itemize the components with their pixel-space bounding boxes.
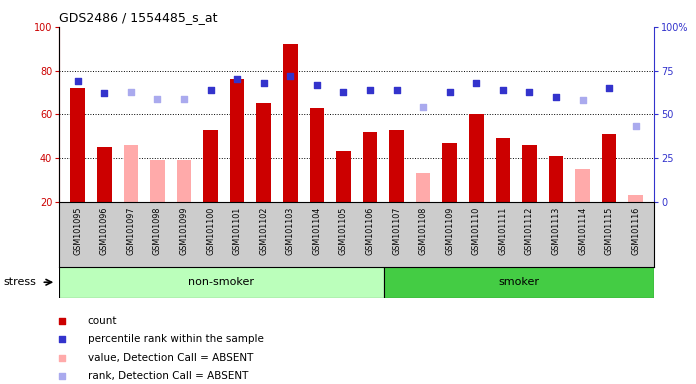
Point: [365, 87, 376, 93]
Text: GSM101100: GSM101100: [206, 207, 215, 255]
Text: percentile rank within the sample: percentile rank within the sample: [88, 334, 263, 344]
Point: [470, 80, 482, 86]
Bar: [575, 169, 590, 202]
Point: [577, 97, 588, 103]
Point: [258, 80, 269, 86]
Point: [551, 94, 562, 100]
Text: stress: stress: [3, 277, 36, 287]
Text: rank, Detection Call = ABSENT: rank, Detection Call = ABSENT: [88, 371, 248, 381]
Point: [285, 73, 296, 79]
Text: GSM101104: GSM101104: [313, 207, 322, 255]
Text: GSM101095: GSM101095: [73, 207, 82, 255]
Text: GSM101103: GSM101103: [286, 207, 295, 255]
Point: [311, 81, 322, 88]
Bar: [336, 151, 351, 202]
Point: [524, 88, 535, 94]
Point: [232, 76, 243, 83]
Text: GSM101115: GSM101115: [605, 207, 614, 255]
Text: GSM101098: GSM101098: [153, 207, 162, 255]
Bar: [496, 138, 510, 202]
Point: [72, 78, 84, 84]
Point: [56, 373, 68, 379]
Text: GSM101116: GSM101116: [631, 207, 640, 255]
Point: [178, 96, 189, 102]
Bar: [416, 173, 430, 202]
Text: GSM101099: GSM101099: [180, 207, 189, 255]
Text: GSM101110: GSM101110: [472, 207, 481, 255]
Bar: [203, 129, 218, 202]
Bar: [469, 114, 484, 202]
Bar: [522, 145, 537, 202]
Text: value, Detection Call = ABSENT: value, Detection Call = ABSENT: [88, 353, 253, 363]
Point: [391, 87, 402, 93]
Text: smoker: smoker: [498, 277, 539, 287]
Bar: [256, 103, 271, 202]
FancyBboxPatch shape: [59, 267, 383, 298]
Point: [630, 123, 641, 129]
Text: GSM101113: GSM101113: [551, 207, 560, 255]
Bar: [628, 195, 643, 202]
Point: [338, 88, 349, 94]
Text: GSM101108: GSM101108: [418, 207, 427, 255]
Point: [152, 96, 163, 102]
Text: GSM101109: GSM101109: [445, 207, 454, 255]
Bar: [283, 44, 298, 202]
Point: [56, 355, 68, 361]
Point: [56, 318, 68, 324]
Bar: [70, 88, 85, 202]
Text: GSM101101: GSM101101: [232, 207, 242, 255]
Text: GSM101097: GSM101097: [127, 207, 136, 255]
Bar: [363, 132, 377, 202]
Bar: [97, 147, 111, 202]
Text: GSM101105: GSM101105: [339, 207, 348, 255]
Bar: [230, 79, 244, 202]
Bar: [389, 129, 404, 202]
Text: GSM101111: GSM101111: [498, 207, 507, 255]
Bar: [177, 160, 191, 202]
Point: [125, 88, 136, 94]
Point: [99, 90, 110, 96]
Bar: [602, 134, 617, 202]
Text: GSM101096: GSM101096: [100, 207, 109, 255]
Bar: [310, 108, 324, 202]
Point: [603, 85, 615, 91]
Point: [497, 87, 508, 93]
Bar: [150, 160, 165, 202]
Text: GDS2486 / 1554485_s_at: GDS2486 / 1554485_s_at: [59, 12, 218, 25]
Text: GSM101112: GSM101112: [525, 207, 534, 255]
Point: [418, 104, 429, 110]
Point: [205, 87, 216, 93]
Text: GSM101102: GSM101102: [259, 207, 268, 255]
Bar: [548, 156, 563, 202]
Point: [56, 336, 68, 343]
Text: GSM101107: GSM101107: [392, 207, 401, 255]
Text: GSM101106: GSM101106: [365, 207, 374, 255]
Point: [444, 88, 455, 94]
Bar: [443, 142, 457, 202]
Text: GSM101114: GSM101114: [578, 207, 587, 255]
FancyBboxPatch shape: [383, 267, 654, 298]
Text: count: count: [88, 316, 117, 326]
Text: non-smoker: non-smoker: [189, 277, 255, 287]
Bar: [124, 145, 139, 202]
